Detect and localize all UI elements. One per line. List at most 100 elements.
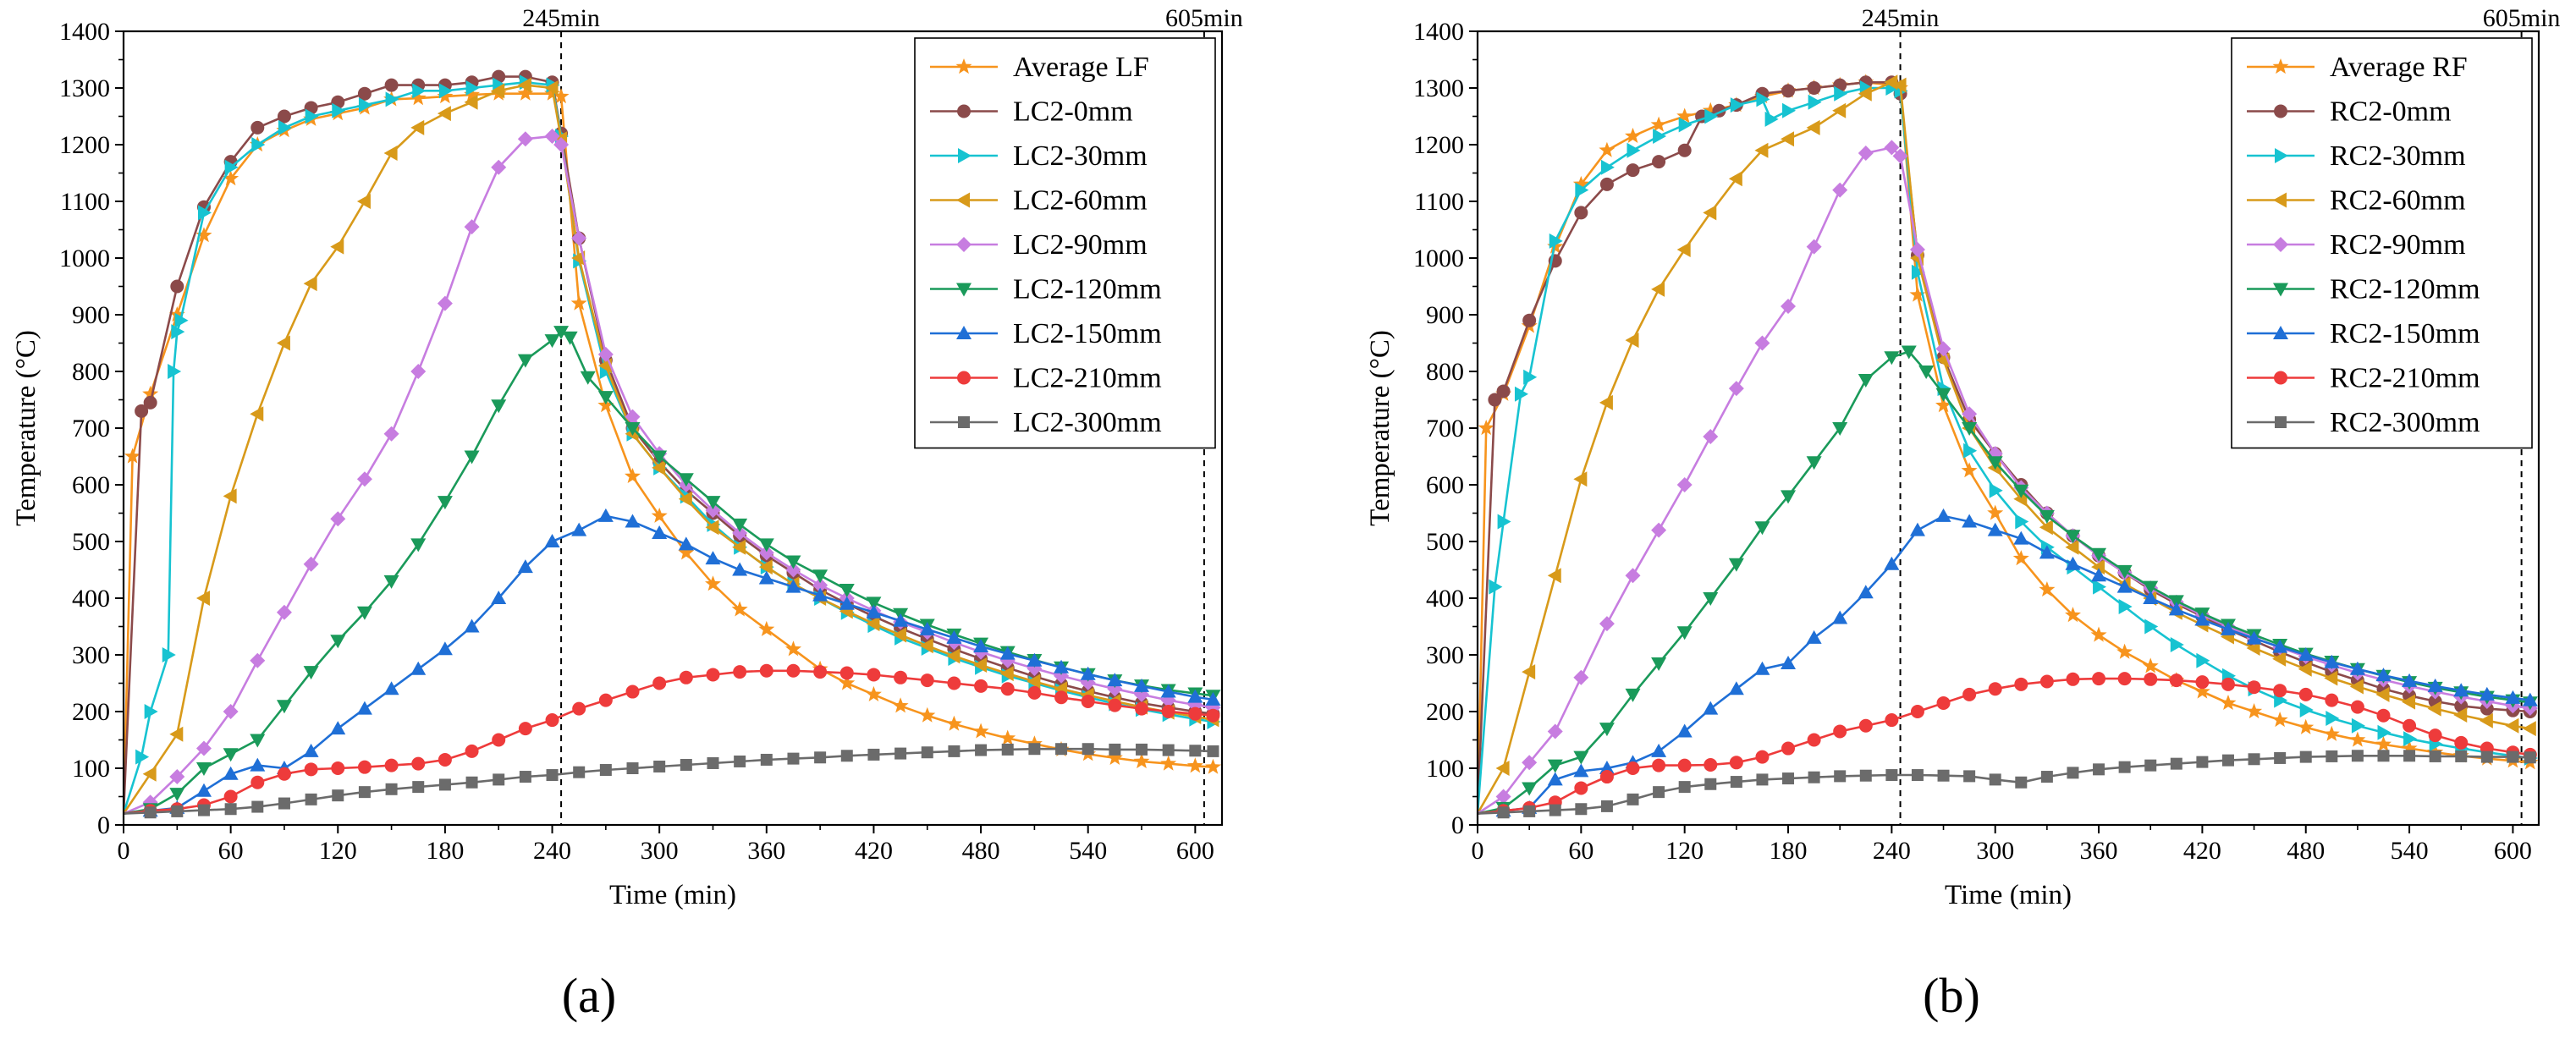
- data-point-rc2-120mm: [2116, 564, 2133, 579]
- data-point-rc2-120mm: [2065, 530, 2081, 544]
- data-point-lc2-120mm: [678, 473, 694, 487]
- data-point-rc2-30mm: [1653, 128, 1667, 144]
- data-point-lc2-30mm: [144, 704, 158, 719]
- data-point-lc2-300mm: [573, 766, 586, 778]
- data-point-average-lf: [168, 306, 185, 322]
- data-point-lc2-120mm: [597, 391, 614, 405]
- y-tick-label: 1200: [1413, 131, 1464, 159]
- data-point-average-rf: [1625, 127, 1641, 143]
- data-point-lc2-300mm: [385, 783, 398, 795]
- data-point-lc2-150mm: [250, 757, 266, 772]
- data-point-rc2-150mm: [2349, 661, 2365, 675]
- data-point-rc2-300mm: [1808, 771, 1820, 783]
- data-point-lc2-60mm: [142, 766, 157, 782]
- data-point-average-lf: [785, 640, 801, 657]
- data-point-rc2-60mm: [1547, 568, 1561, 584]
- data-point-rc2-300mm: [1885, 769, 1898, 782]
- data-point-rc2-300mm: [1575, 803, 1588, 816]
- data-point-lc2-120mm: [705, 496, 721, 510]
- data-point-lc2-210mm: [384, 758, 399, 772]
- x-tick-label: 480: [962, 837, 1000, 865]
- y-tick-label: 0: [1451, 811, 1464, 839]
- x-tick-label: 180: [1770, 837, 1808, 865]
- y-axis-label: Temperature (°C): [1365, 330, 1395, 526]
- data-point-rc2-210mm: [2221, 677, 2235, 691]
- data-point-rc2-300mm: [1627, 793, 1639, 805]
- data-point-rc2-210mm: [2403, 718, 2417, 733]
- data-point-rc2-120mm: [1625, 688, 1641, 702]
- data-point-lc2-150mm: [705, 551, 721, 565]
- data-point-lc2-120mm: [812, 569, 828, 584]
- data-point-rc2-300mm: [1937, 769, 1950, 782]
- data-point-average-lf: [892, 697, 909, 713]
- data-point-lc2-210mm: [652, 676, 667, 690]
- data-point-rc2-150mm: [1547, 772, 1563, 786]
- data-point-average-rf: [1599, 141, 1616, 157]
- data-point-rc2-30mm: [1730, 97, 1744, 113]
- data-point-rc2-120mm: [1884, 351, 1900, 366]
- data-point-rc2-150mm: [2272, 639, 2288, 653]
- data-point-rc2-60mm: [1781, 131, 1795, 147]
- data-point-rc2-120mm: [1651, 657, 1667, 672]
- data-point-rc2-150mm: [1987, 522, 2003, 536]
- legend-marker-lc2-0mm: [957, 104, 971, 118]
- data-point-lc2-210mm: [465, 744, 479, 758]
- data-point-average-lf: [758, 620, 775, 636]
- data-point-rc2-30mm: [2351, 717, 2365, 734]
- data-point-average-rf: [2349, 731, 2366, 747]
- data-point-rc2-0mm: [1522, 313, 1537, 327]
- data-point-lc2-300mm: [840, 750, 853, 762]
- data-point-lc2-300mm: [332, 789, 344, 802]
- data-point-rc2-150mm: [1728, 681, 1744, 695]
- data-point-lc2-150mm: [410, 661, 427, 675]
- data-point-lc2-210mm: [786, 663, 801, 678]
- data-point-lc2-150mm: [625, 514, 641, 528]
- x-tick-label: 600: [2494, 837, 2532, 865]
- data-point-average-lf: [919, 706, 936, 723]
- data-point-lc2-150mm: [999, 646, 1016, 660]
- data-point-rc2-60mm: [1806, 119, 1820, 135]
- data-point-lc2-120mm: [866, 596, 882, 611]
- y-tick-label: 700: [72, 415, 110, 443]
- data-point-rc2-150mm: [1884, 556, 1900, 570]
- data-point-lc2-30mm: [358, 97, 372, 113]
- data-point-rc2-90mm: [1599, 616, 1615, 632]
- data-point-rc2-150mm: [2091, 568, 2107, 582]
- data-point-rc2-210mm: [1807, 733, 1821, 747]
- x-axis-label: Time (min): [1945, 880, 2072, 910]
- data-point-lc2-90mm: [169, 769, 185, 785]
- series-line-lc2-210mm: [124, 669, 1214, 815]
- data-point-average-lf: [437, 88, 454, 104]
- x-tick-label: 0: [1472, 837, 1484, 865]
- data-point-lc2-150mm: [839, 596, 855, 610]
- data-point-average-lf: [731, 601, 748, 617]
- data-point-lc2-120mm: [652, 450, 668, 465]
- series-line-rc2-30mm: [1478, 86, 2530, 814]
- legend-marker-lc2-210mm: [957, 371, 971, 385]
- data-point-rc2-300mm: [2480, 750, 2493, 763]
- data-point-lc2-150mm: [652, 525, 668, 539]
- data-point-average-lf: [517, 85, 534, 101]
- data-point-rc2-210mm: [2014, 677, 2028, 691]
- data-point-rc2-60mm: [1651, 281, 1665, 297]
- data-point-lc2-210mm: [947, 676, 961, 690]
- y-tick-label: 800: [72, 358, 110, 386]
- data-point-rc2-30mm: [1514, 386, 1528, 402]
- data-point-lc2-210mm: [598, 693, 613, 707]
- data-point-rc2-150mm: [2522, 692, 2538, 706]
- data-point-average-lf: [705, 575, 721, 591]
- data-point-average-rf: [1478, 420, 1494, 436]
- data-point-rc2-300mm: [2067, 767, 2079, 779]
- data-point-rc2-210mm: [1962, 687, 1977, 701]
- data-point-lc2-150mm: [1205, 691, 1221, 706]
- data-point-rc2-150mm: [2065, 556, 2081, 570]
- data-point-lc2-90mm: [732, 525, 748, 541]
- data-point-lc2-150mm: [812, 587, 828, 602]
- x-tick-label: 300: [641, 837, 679, 865]
- data-point-rc2-210mm: [2350, 700, 2364, 714]
- data-point-lc2-210mm: [1027, 685, 1042, 700]
- data-point-rc2-210mm: [2039, 674, 2054, 689]
- data-point-rc2-60mm: [1703, 205, 1717, 221]
- y-tick-label: 0: [97, 811, 110, 839]
- data-point-lc2-90mm: [517, 131, 533, 147]
